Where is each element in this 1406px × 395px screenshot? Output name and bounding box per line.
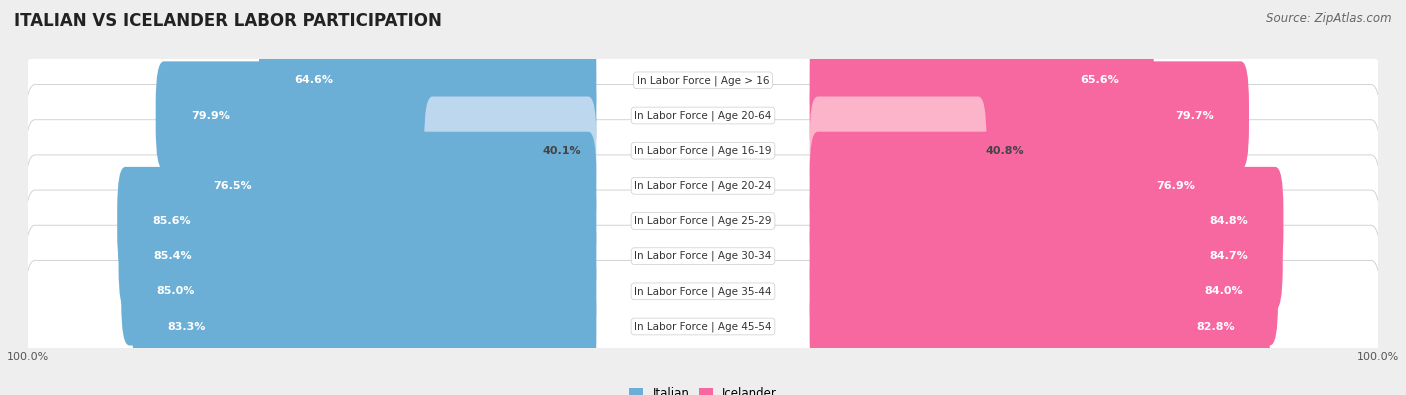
FancyBboxPatch shape xyxy=(810,237,1278,346)
FancyBboxPatch shape xyxy=(810,96,987,205)
FancyBboxPatch shape xyxy=(810,26,1154,135)
FancyBboxPatch shape xyxy=(259,26,596,135)
FancyBboxPatch shape xyxy=(25,120,1381,252)
Text: 79.7%: 79.7% xyxy=(1175,111,1213,120)
Text: 83.3%: 83.3% xyxy=(167,322,207,331)
FancyBboxPatch shape xyxy=(179,132,596,240)
FancyBboxPatch shape xyxy=(25,225,1381,357)
Text: ITALIAN VS ICELANDER LABOR PARTICIPATION: ITALIAN VS ICELANDER LABOR PARTICIPATION xyxy=(14,12,441,30)
Text: 76.9%: 76.9% xyxy=(1156,181,1195,191)
Legend: Italian, Icelander: Italian, Icelander xyxy=(624,383,782,395)
FancyBboxPatch shape xyxy=(25,49,1381,182)
FancyBboxPatch shape xyxy=(810,167,1284,275)
Text: 84.7%: 84.7% xyxy=(1209,251,1247,261)
Text: 82.8%: 82.8% xyxy=(1197,322,1234,331)
Text: 85.0%: 85.0% xyxy=(156,286,194,296)
FancyBboxPatch shape xyxy=(425,96,596,205)
Text: 85.6%: 85.6% xyxy=(152,216,191,226)
FancyBboxPatch shape xyxy=(25,260,1381,393)
Text: 84.0%: 84.0% xyxy=(1205,286,1243,296)
Text: 40.8%: 40.8% xyxy=(986,146,1024,156)
Text: 79.9%: 79.9% xyxy=(191,111,229,120)
Text: In Labor Force | Age > 16: In Labor Force | Age > 16 xyxy=(637,75,769,86)
Text: In Labor Force | Age 35-44: In Labor Force | Age 35-44 xyxy=(634,286,772,297)
Text: In Labor Force | Age 20-64: In Labor Force | Age 20-64 xyxy=(634,110,772,121)
FancyBboxPatch shape xyxy=(810,132,1230,240)
Text: 64.6%: 64.6% xyxy=(294,75,333,85)
FancyBboxPatch shape xyxy=(25,85,1381,217)
FancyBboxPatch shape xyxy=(118,202,596,310)
FancyBboxPatch shape xyxy=(810,272,1270,381)
Text: In Labor Force | Age 45-54: In Labor Force | Age 45-54 xyxy=(634,321,772,332)
FancyBboxPatch shape xyxy=(25,14,1381,147)
Text: 65.6%: 65.6% xyxy=(1080,75,1119,85)
Text: 40.1%: 40.1% xyxy=(543,146,582,156)
Text: Source: ZipAtlas.com: Source: ZipAtlas.com xyxy=(1267,12,1392,25)
Text: 84.8%: 84.8% xyxy=(1209,216,1249,226)
FancyBboxPatch shape xyxy=(156,61,596,170)
FancyBboxPatch shape xyxy=(121,237,596,346)
FancyBboxPatch shape xyxy=(810,61,1249,170)
FancyBboxPatch shape xyxy=(117,167,596,275)
Text: In Labor Force | Age 25-29: In Labor Force | Age 25-29 xyxy=(634,216,772,226)
FancyBboxPatch shape xyxy=(25,155,1381,287)
Text: In Labor Force | Age 16-19: In Labor Force | Age 16-19 xyxy=(634,145,772,156)
Text: In Labor Force | Age 30-34: In Labor Force | Age 30-34 xyxy=(634,251,772,261)
Text: 85.4%: 85.4% xyxy=(153,251,193,261)
Text: 76.5%: 76.5% xyxy=(214,181,252,191)
FancyBboxPatch shape xyxy=(25,190,1381,322)
FancyBboxPatch shape xyxy=(132,272,596,381)
FancyBboxPatch shape xyxy=(810,202,1282,310)
Text: In Labor Force | Age 20-24: In Labor Force | Age 20-24 xyxy=(634,181,772,191)
